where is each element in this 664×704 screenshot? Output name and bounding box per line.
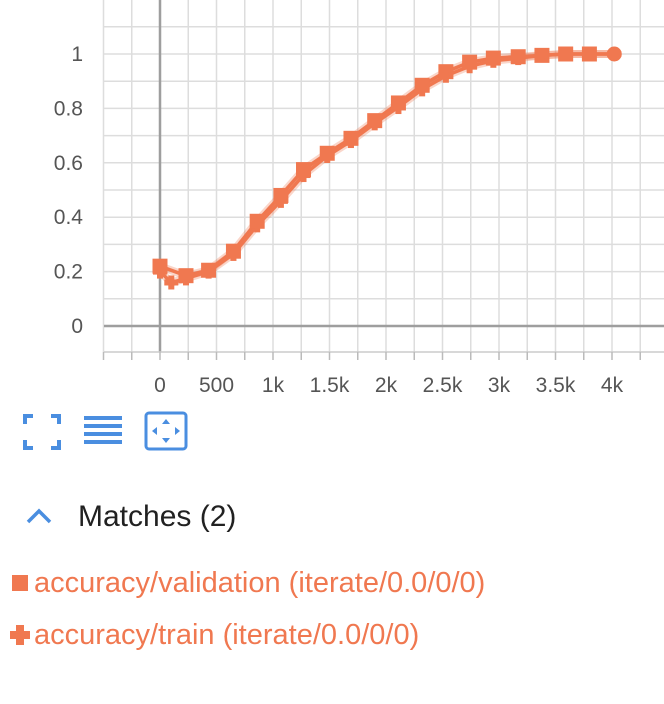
toggle-log-scale-button[interactable] <box>82 410 126 454</box>
x-tick-label: 3k <box>488 374 511 397</box>
y-tick-label: 0 <box>71 315 83 338</box>
accuracy-chart: 0 500 1k 1.5k 2k 2.5k 3k 3.5k 4k 0 0.2 0.4 0.6 0.8 1 <box>54 0 664 397</box>
chart-tick-labels: 0 500 1k 1.5k 2k 2.5k 3k 3.5k 4k 0 0.2 0.4 0.6 0.8 1 <box>54 43 624 397</box>
data-point <box>153 264 167 279</box>
data-point <box>226 246 241 261</box>
data-point <box>415 82 430 97</box>
data-point <box>391 100 406 115</box>
y-tick-label: 0.8 <box>54 97 83 120</box>
x-tick-label: 1k <box>262 374 285 397</box>
data-point <box>164 275 179 290</box>
x-tick-label: 1.5k <box>310 374 350 397</box>
data-point <box>534 48 549 63</box>
fit-domain-icon <box>144 411 188 451</box>
data-point <box>462 59 477 74</box>
data-point <box>178 271 193 286</box>
x-tick-label: 3.5k <box>536 374 576 397</box>
x-tick-label: 0 <box>154 374 166 397</box>
x-tick-label: 4k <box>601 374 624 397</box>
data-point <box>367 116 382 131</box>
toggle-y-log-icon <box>84 416 122 444</box>
data-point <box>201 264 216 279</box>
chart-axes <box>102 0 664 360</box>
data-point <box>607 47 622 61</box>
data-point <box>438 68 453 83</box>
y-tick-label: 0.6 <box>54 152 83 175</box>
chevron-up-icon[interactable] <box>24 502 54 532</box>
series-label: accuracy/train (iterate/0.0/0/0) <box>34 618 420 651</box>
fullscreen-icon <box>23 414 61 450</box>
data-point <box>343 134 358 149</box>
x-tick-label: 2k <box>375 374 398 397</box>
y-tick-label: 1 <box>71 43 83 66</box>
fullscreen-button[interactable] <box>20 410 64 454</box>
chart-grid <box>102 0 664 352</box>
y-tick-label: 0.2 <box>54 261 83 284</box>
data-point <box>296 168 311 183</box>
matches-label: Matches (2) <box>78 500 237 533</box>
series-label: accuracy/validation (iterate/0.0/0/0) <box>34 566 486 599</box>
x-tick-label: 2.5k <box>423 374 463 397</box>
data-point <box>320 149 335 163</box>
y-tick-label: 0.4 <box>54 206 84 229</box>
series-item-validation[interactable]: accuracy/validation (iterate/0.0/0/0) <box>6 563 485 603</box>
matches-header[interactable]: Matches (2) <box>24 492 236 542</box>
series-band <box>158 50 615 280</box>
data-point <box>511 51 526 66</box>
x-tick-label: 500 <box>199 374 234 397</box>
data-point <box>250 218 265 233</box>
series-item-train[interactable]: accuracy/train (iterate/0.0/0/0) <box>6 615 419 655</box>
plus-marker-icon <box>10 625 30 645</box>
data-point <box>582 47 597 61</box>
data-point <box>273 193 288 208</box>
chart-series <box>152 46 622 290</box>
series-line <box>159 52 615 278</box>
fit-domain-button[interactable] <box>144 410 188 454</box>
data-point <box>486 53 501 68</box>
data-point <box>558 47 573 61</box>
square-marker-icon <box>12 575 28 591</box>
